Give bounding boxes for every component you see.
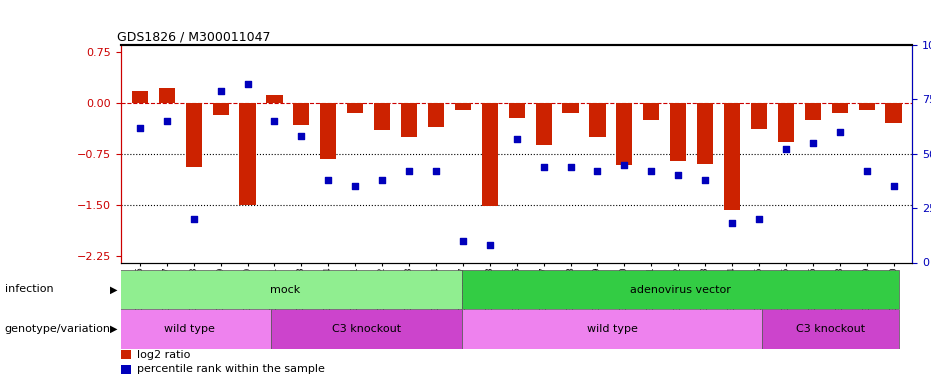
Bar <box>777 103 794 142</box>
Point <box>617 162 632 168</box>
Point <box>374 177 389 183</box>
Bar <box>508 103 525 118</box>
Point <box>778 146 793 152</box>
Point <box>751 216 766 222</box>
Text: genotype/variation: genotype/variation <box>5 324 111 334</box>
Point <box>321 177 336 183</box>
Bar <box>107 309 271 349</box>
Text: mock: mock <box>270 285 300 295</box>
Bar <box>374 103 390 130</box>
Bar <box>589 103 605 137</box>
Point <box>294 134 309 140</box>
Text: ▶: ▶ <box>110 285 117 294</box>
Bar <box>858 103 875 110</box>
Text: wild type: wild type <box>164 324 215 334</box>
Point <box>348 183 363 189</box>
Bar <box>239 103 256 205</box>
Bar <box>266 94 282 103</box>
Bar <box>132 90 148 103</box>
Point <box>536 164 551 170</box>
Point <box>159 118 174 124</box>
Bar <box>462 270 898 309</box>
Point <box>590 168 605 174</box>
Text: C3 knockout: C3 knockout <box>796 324 865 334</box>
Point <box>428 168 443 174</box>
Point <box>213 88 228 94</box>
Point <box>482 242 497 248</box>
Bar <box>643 103 659 120</box>
Point <box>886 183 901 189</box>
Text: adenovirus vector: adenovirus vector <box>630 285 731 295</box>
Bar <box>347 103 363 113</box>
Point <box>563 164 578 170</box>
Point <box>697 177 712 183</box>
Point <box>455 238 470 244</box>
Bar <box>462 309 762 349</box>
Point <box>859 168 874 174</box>
Text: GDS1826 / M300011047: GDS1826 / M300011047 <box>117 31 271 44</box>
Point <box>240 81 255 87</box>
Bar <box>670 103 686 160</box>
Text: C3 knockout: C3 knockout <box>332 324 401 334</box>
Text: wild type: wild type <box>587 324 638 334</box>
Point <box>401 168 416 174</box>
Bar <box>481 103 498 206</box>
Text: log2 ratio: log2 ratio <box>137 350 190 360</box>
Bar <box>724 103 740 210</box>
Point <box>132 124 147 130</box>
Bar <box>455 103 471 110</box>
Bar <box>885 103 901 123</box>
Bar <box>616 103 632 165</box>
Text: percentile rank within the sample: percentile rank within the sample <box>137 364 325 374</box>
Bar <box>562 103 578 113</box>
Bar <box>428 103 444 127</box>
Bar <box>320 103 336 159</box>
Point <box>267 118 282 124</box>
Point <box>805 140 820 146</box>
Bar <box>401 103 417 137</box>
Point <box>509 135 524 141</box>
Bar <box>121 364 131 374</box>
Bar <box>535 103 552 145</box>
Bar <box>107 270 462 309</box>
Point <box>644 168 659 174</box>
Point <box>832 129 847 135</box>
Text: infection: infection <box>5 285 53 294</box>
Bar <box>158 88 175 103</box>
Point <box>186 216 201 222</box>
Bar <box>762 309 898 349</box>
Point <box>724 220 739 226</box>
Bar <box>751 103 767 129</box>
Bar <box>831 103 848 113</box>
Bar <box>121 350 131 359</box>
Text: ▶: ▶ <box>110 324 117 334</box>
Bar <box>697 103 713 164</box>
Point <box>670 172 685 178</box>
Bar <box>185 103 202 167</box>
Bar <box>293 103 309 125</box>
Bar <box>804 103 821 120</box>
Bar <box>271 309 462 349</box>
Bar <box>212 103 229 115</box>
